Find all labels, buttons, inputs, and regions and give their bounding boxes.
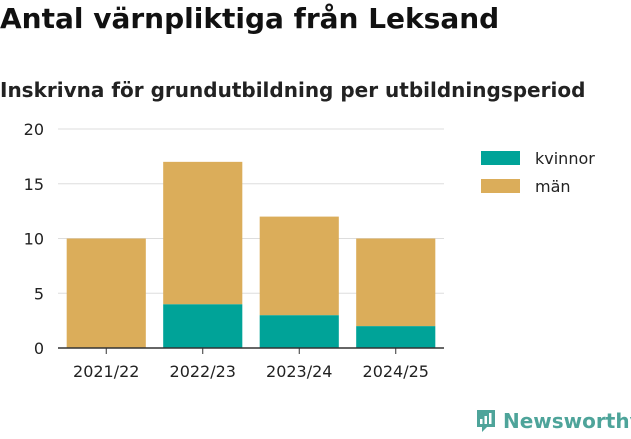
x-tick-label-2023/24: 2023/24 (266, 362, 332, 381)
x-tick-label-2022/23: 2022/23 (170, 362, 236, 381)
bar-2023/24-kvinnor (259, 315, 339, 348)
legend: kvinnor män (481, 148, 595, 204)
legend-item-man: män (481, 176, 595, 196)
x-tick-label-2024/25: 2024/25 (363, 362, 429, 381)
legend-swatch-man (481, 179, 520, 193)
y-tick-label-15: 15 (24, 175, 44, 194)
legend-label-kvinnor: kvinnor (535, 148, 595, 168)
bar-2021/22-män (66, 238, 146, 348)
chart-subtitle: Inskrivna för grundutbildning per utbild… (0, 78, 586, 102)
bar-2023/24-män (259, 216, 339, 316)
bar-2022/23-kvinnor (163, 304, 243, 348)
y-tick-label-10: 10 (24, 230, 44, 249)
x-tick-label-2021/22: 2021/22 (73, 362, 139, 381)
newsworthy-logo-icon (477, 410, 495, 432)
y-tick-label-20: 20 (24, 120, 44, 139)
y-tick-label-0: 0 (34, 339, 44, 358)
chart-title: Antal värnpliktiga från Leksand (0, 2, 500, 35)
bar-2024/25-kvinnor (356, 326, 436, 348)
bar-2022/23-män (163, 161, 243, 305)
legend-item-kvinnor: kvinnor (481, 148, 595, 168)
newsworthy-logo: Newsworthy (475, 408, 631, 434)
logo-text: Newsworthy (503, 409, 631, 433)
y-tick-label-5: 5 (34, 284, 44, 303)
legend-label-man: män (535, 176, 571, 196)
legend-swatch-kvinnor (481, 151, 520, 165)
bar-2024/25-män (356, 238, 436, 327)
